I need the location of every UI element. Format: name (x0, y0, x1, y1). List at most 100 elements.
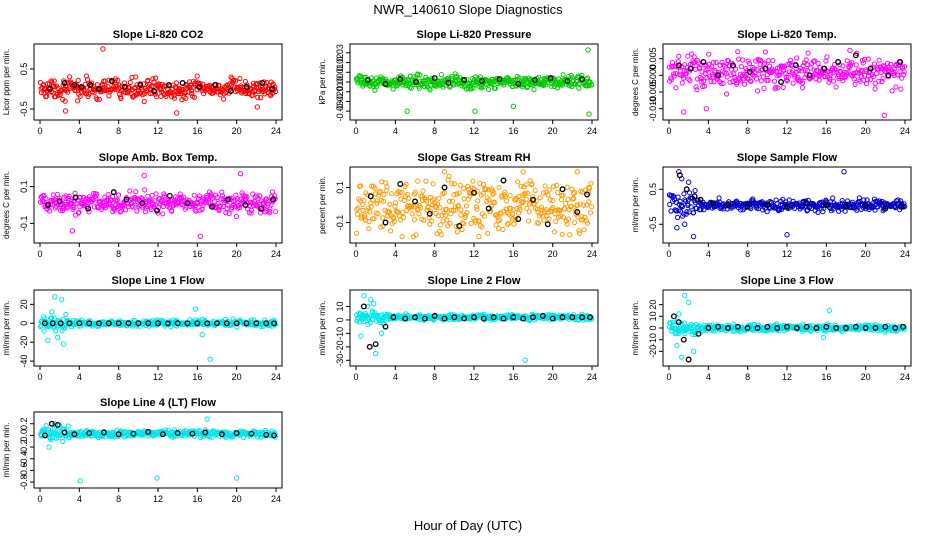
data-point (273, 209, 279, 215)
data-point (720, 80, 726, 87)
data-point (738, 64, 745, 70)
data-point (407, 73, 413, 79)
data-point (504, 209, 510, 216)
data-point (674, 318, 681, 324)
data-point (191, 192, 197, 198)
data-point (858, 73, 865, 79)
data-point (360, 207, 366, 213)
x-tick-label: 0 (37, 372, 42, 382)
highlight-point (500, 315, 507, 322)
data-point (183, 95, 189, 101)
data-point (678, 72, 684, 78)
data-point (519, 200, 525, 206)
data-point (219, 193, 225, 199)
outlier-point (674, 342, 680, 349)
data-point (702, 70, 708, 76)
data-point (804, 61, 810, 68)
data-point (434, 201, 441, 207)
highlight-point (892, 325, 899, 331)
y-axis-label: ml/min per min. (2, 301, 11, 356)
data-point (713, 59, 719, 66)
data-point (716, 195, 722, 201)
highlight-point (223, 320, 230, 327)
highlight-point (135, 320, 142, 327)
panel-1: Slope Li-820 CO2 Licor ppm per min. 0 4 8 12 1… (2, 29, 283, 136)
data-point (424, 198, 430, 204)
data-point (576, 85, 582, 91)
data-point (51, 78, 57, 84)
data-point (859, 57, 866, 64)
data-point (175, 200, 181, 207)
outlier-point (574, 169, 580, 175)
x-tick-label: 20 (861, 249, 871, 259)
x-tick-label: 4 (393, 249, 398, 259)
data-point (71, 204, 77, 211)
x-tick-label: 8 (116, 372, 121, 382)
data-point (392, 203, 398, 209)
data-point (450, 208, 456, 214)
highlight-point (515, 216, 522, 222)
y-tick-label: 0.0 (19, 429, 29, 442)
x-tick-label: 12 (469, 372, 479, 382)
x-tick-label: 24 (271, 372, 281, 382)
highlight-point (86, 320, 93, 327)
data-point (802, 67, 808, 74)
data-point (830, 195, 836, 201)
data-point (221, 96, 227, 102)
highlight-point (243, 320, 250, 327)
data-point (856, 77, 862, 83)
highlight-point (108, 78, 115, 84)
data-point (355, 211, 361, 217)
panel-title: Slope Gas Stream RH (417, 152, 530, 164)
data-point (691, 54, 697, 60)
highlight-point (382, 80, 389, 87)
data-point (563, 201, 569, 207)
data-point (671, 71, 677, 77)
data-point (557, 213, 564, 219)
highlight-point (549, 315, 556, 322)
data-point (438, 72, 444, 78)
data-point (826, 79, 832, 86)
highlight-point (843, 325, 849, 331)
data-point (400, 214, 406, 220)
data-point (437, 205, 443, 211)
outlier-point (585, 47, 591, 53)
data-point (780, 84, 786, 91)
data-point (816, 77, 822, 83)
highlight-point (764, 323, 771, 330)
outlier-point (173, 110, 180, 116)
data-point (444, 217, 450, 223)
data-point (790, 80, 796, 86)
x-tick-label: 8 (432, 372, 437, 382)
data-point (473, 204, 479, 210)
data-point (231, 199, 237, 205)
highlight-point (165, 82, 172, 88)
data-point (255, 94, 261, 101)
data-point (423, 178, 429, 184)
data-point (400, 210, 406, 216)
panel-title: Slope Line 3 Flow (741, 275, 834, 287)
data-point (61, 426, 68, 432)
highlight-point (145, 428, 152, 435)
data-point (536, 220, 542, 226)
y-axis-label: ml/min per min. (631, 301, 640, 356)
data-point (480, 190, 486, 197)
outlier-point (690, 348, 697, 355)
data-point (525, 190, 531, 196)
highlight-point (145, 320, 152, 327)
data-point (50, 192, 56, 198)
x-tick-label: 16 (192, 249, 202, 259)
data-point (515, 179, 521, 185)
data-point (898, 86, 904, 92)
x-tick-label: 0 (37, 249, 42, 259)
data-point (498, 211, 504, 217)
data-point (688, 204, 694, 210)
x-tick-label: 12 (153, 494, 163, 504)
data-point (233, 213, 240, 219)
highlight-point (110, 189, 117, 196)
data-point (51, 315, 57, 321)
data-point (204, 194, 210, 200)
x-tick-label: 0 (353, 249, 358, 259)
data-point (159, 197, 165, 203)
